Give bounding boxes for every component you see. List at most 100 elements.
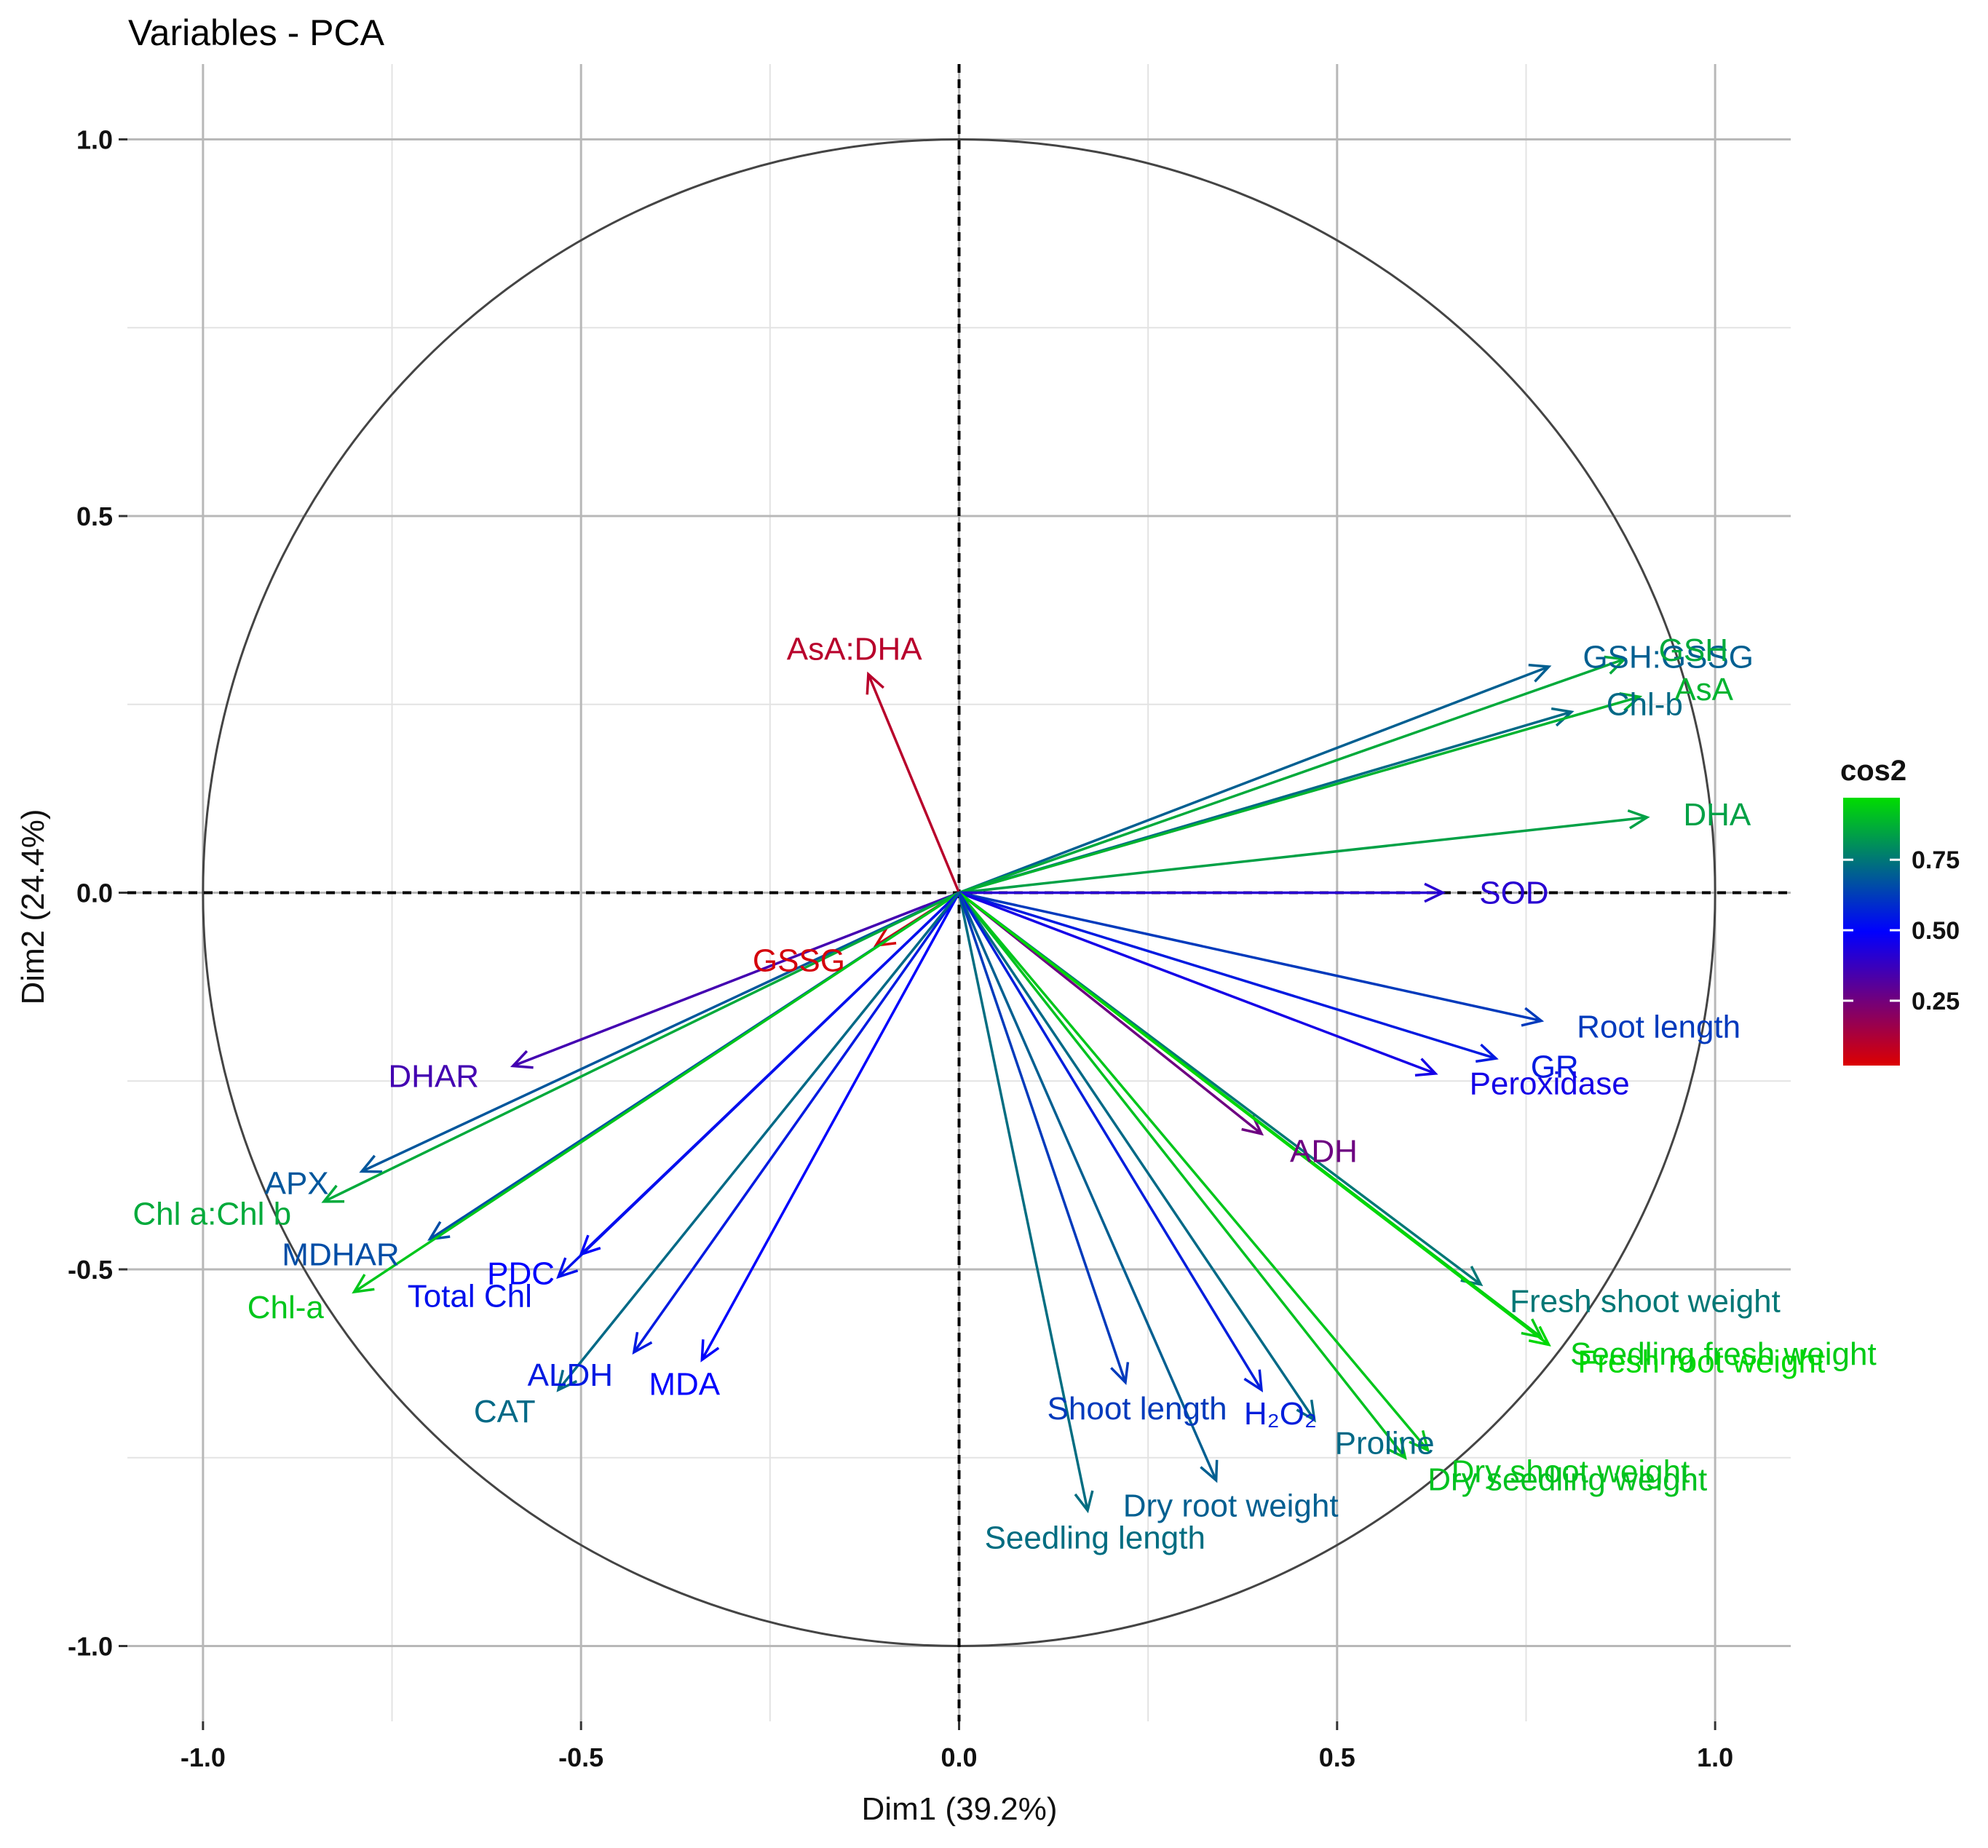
variable-label: Seedling fresh weight: [1570, 1336, 1877, 1372]
variable-arrow: [958, 892, 1551, 1347]
variable-label: GSH:GSSG: [1583, 639, 1754, 675]
variable-label: Dry seedling weight: [1427, 1462, 1707, 1498]
arrow-head: [1521, 1318, 1544, 1339]
arrow-shaft: [323, 891, 960, 1203]
arrow-shaft: [957, 892, 1127, 1383]
variable-label: Proline: [1335, 1426, 1435, 1462]
variable-arrow: [556, 892, 960, 1280]
variable-arrow: [958, 891, 1438, 1077]
arrow-shaft: [959, 816, 1647, 895]
variable-label: Shoot length: [1048, 1391, 1227, 1427]
variable-arrow: [959, 691, 1643, 895]
arrow-shaft: [958, 891, 1497, 1060]
variable-label: ADH: [1290, 1133, 1358, 1169]
variable-label: SOD: [1479, 876, 1548, 911]
arrow-head: [1619, 691, 1643, 712]
variable-label: DHA: [1683, 797, 1751, 833]
variable-arrow: [359, 891, 960, 1173]
arrow-head: [1110, 1362, 1130, 1386]
variable-arrow: [959, 891, 1545, 1027]
arrow-shaft: [361, 891, 960, 1173]
arrow-shaft: [557, 892, 960, 1391]
arrow-head: [352, 1274, 375, 1294]
variable-label: PDC: [487, 1256, 555, 1292]
arrow-head: [1551, 707, 1575, 727]
variable-label: Chl a:Chl b: [132, 1196, 291, 1232]
arrow-head: [1243, 1369, 1264, 1393]
variable-arrow: [352, 892, 960, 1294]
variable-arrow: [958, 655, 1628, 895]
arrow-head: [866, 671, 884, 695]
arrow-shaft: [512, 891, 960, 1068]
x-tick-label: -1.0: [181, 1742, 226, 1772]
arrow-shaft: [957, 892, 1089, 1511]
variable-arrow: [958, 663, 1552, 895]
variable-arrow: [959, 809, 1650, 895]
arrow-head: [700, 1339, 720, 1363]
arrow-shaft: [867, 673, 961, 894]
variable-label: MDA: [649, 1366, 720, 1402]
arrow-head: [321, 1184, 345, 1203]
variable-label: Chl-b: [1607, 686, 1683, 722]
arrow-head: [873, 927, 897, 948]
arrow-head: [1414, 1058, 1438, 1077]
arrow-head: [1424, 882, 1446, 903]
arrow-head: [1528, 1325, 1551, 1347]
variable-arrow: [632, 892, 960, 1355]
arrow-shaft: [958, 892, 1550, 1346]
variable-label: H₂O₂: [1244, 1396, 1317, 1432]
variable-label: AsA: [1674, 672, 1733, 707]
arrow-head: [1528, 663, 1552, 683]
variable-label: DHAR: [388, 1058, 479, 1094]
variable-label: Dry shoot weight: [1452, 1454, 1690, 1489]
variable-arrow: [957, 892, 1219, 1483]
arrow-head: [1475, 1043, 1499, 1063]
arrow-shaft: [700, 892, 961, 1361]
variable-label: Chl-a: [247, 1290, 325, 1325]
variable-arrow: [959, 882, 1446, 903]
y-tick-label: -1.0: [68, 1632, 113, 1662]
arrow-shaft: [957, 892, 1218, 1481]
arrow-head: [1627, 809, 1650, 830]
variable-arrow: [957, 892, 1130, 1386]
variable-arrow: [866, 671, 961, 894]
variable-arrow: [957, 892, 1094, 1514]
variable-arrow: [958, 892, 1316, 1423]
arrow-head: [1409, 1429, 1430, 1453]
variable-arrow: [556, 892, 960, 1392]
cos2-color-legend: cos2 0.75 0.50 0.25: [1840, 755, 1960, 1066]
arrow-shaft: [958, 892, 1263, 1391]
variable-label: AsA:DHA: [787, 631, 922, 667]
variable-arrow: [958, 892, 1430, 1453]
variable-label: APX: [265, 1166, 329, 1202]
variable-arrows: [321, 655, 1650, 1514]
arrow-head: [556, 1369, 578, 1392]
legend-tick-label: 0.25: [1912, 988, 1960, 1015]
arrow-head: [510, 1050, 534, 1069]
variable-label: CAT: [474, 1394, 536, 1429]
y-tick-label: -0.5: [68, 1255, 113, 1285]
variable-label: Peroxidase: [1470, 1066, 1630, 1101]
arrow-shaft: [958, 657, 1625, 895]
x-tick-label: 0.5: [1319, 1742, 1355, 1772]
y-tick-label: 1.0: [76, 125, 113, 155]
variable-label: Seedling length: [985, 1520, 1205, 1555]
arrow-shaft: [633, 892, 960, 1353]
arrow-head: [359, 1154, 382, 1173]
arrow-shaft: [958, 892, 1406, 1459]
arrow-head: [427, 1221, 451, 1241]
arrow-shaft: [557, 892, 960, 1278]
chart-title: Variables - PCA: [128, 12, 385, 53]
legend-tick-label: 0.50: [1912, 917, 1960, 945]
x-axis-label: Dim1 (39.2%): [862, 1791, 1058, 1827]
arrow-head: [632, 1331, 653, 1355]
variable-label: Fresh shoot weight: [1510, 1284, 1781, 1320]
variable-label: MDHAR: [282, 1237, 399, 1272]
arrow-head: [1521, 1007, 1545, 1027]
arrow-shaft: [958, 665, 1550, 895]
variable-label: Dry root weight: [1123, 1488, 1339, 1524]
variable-label: GSSG: [753, 943, 845, 978]
